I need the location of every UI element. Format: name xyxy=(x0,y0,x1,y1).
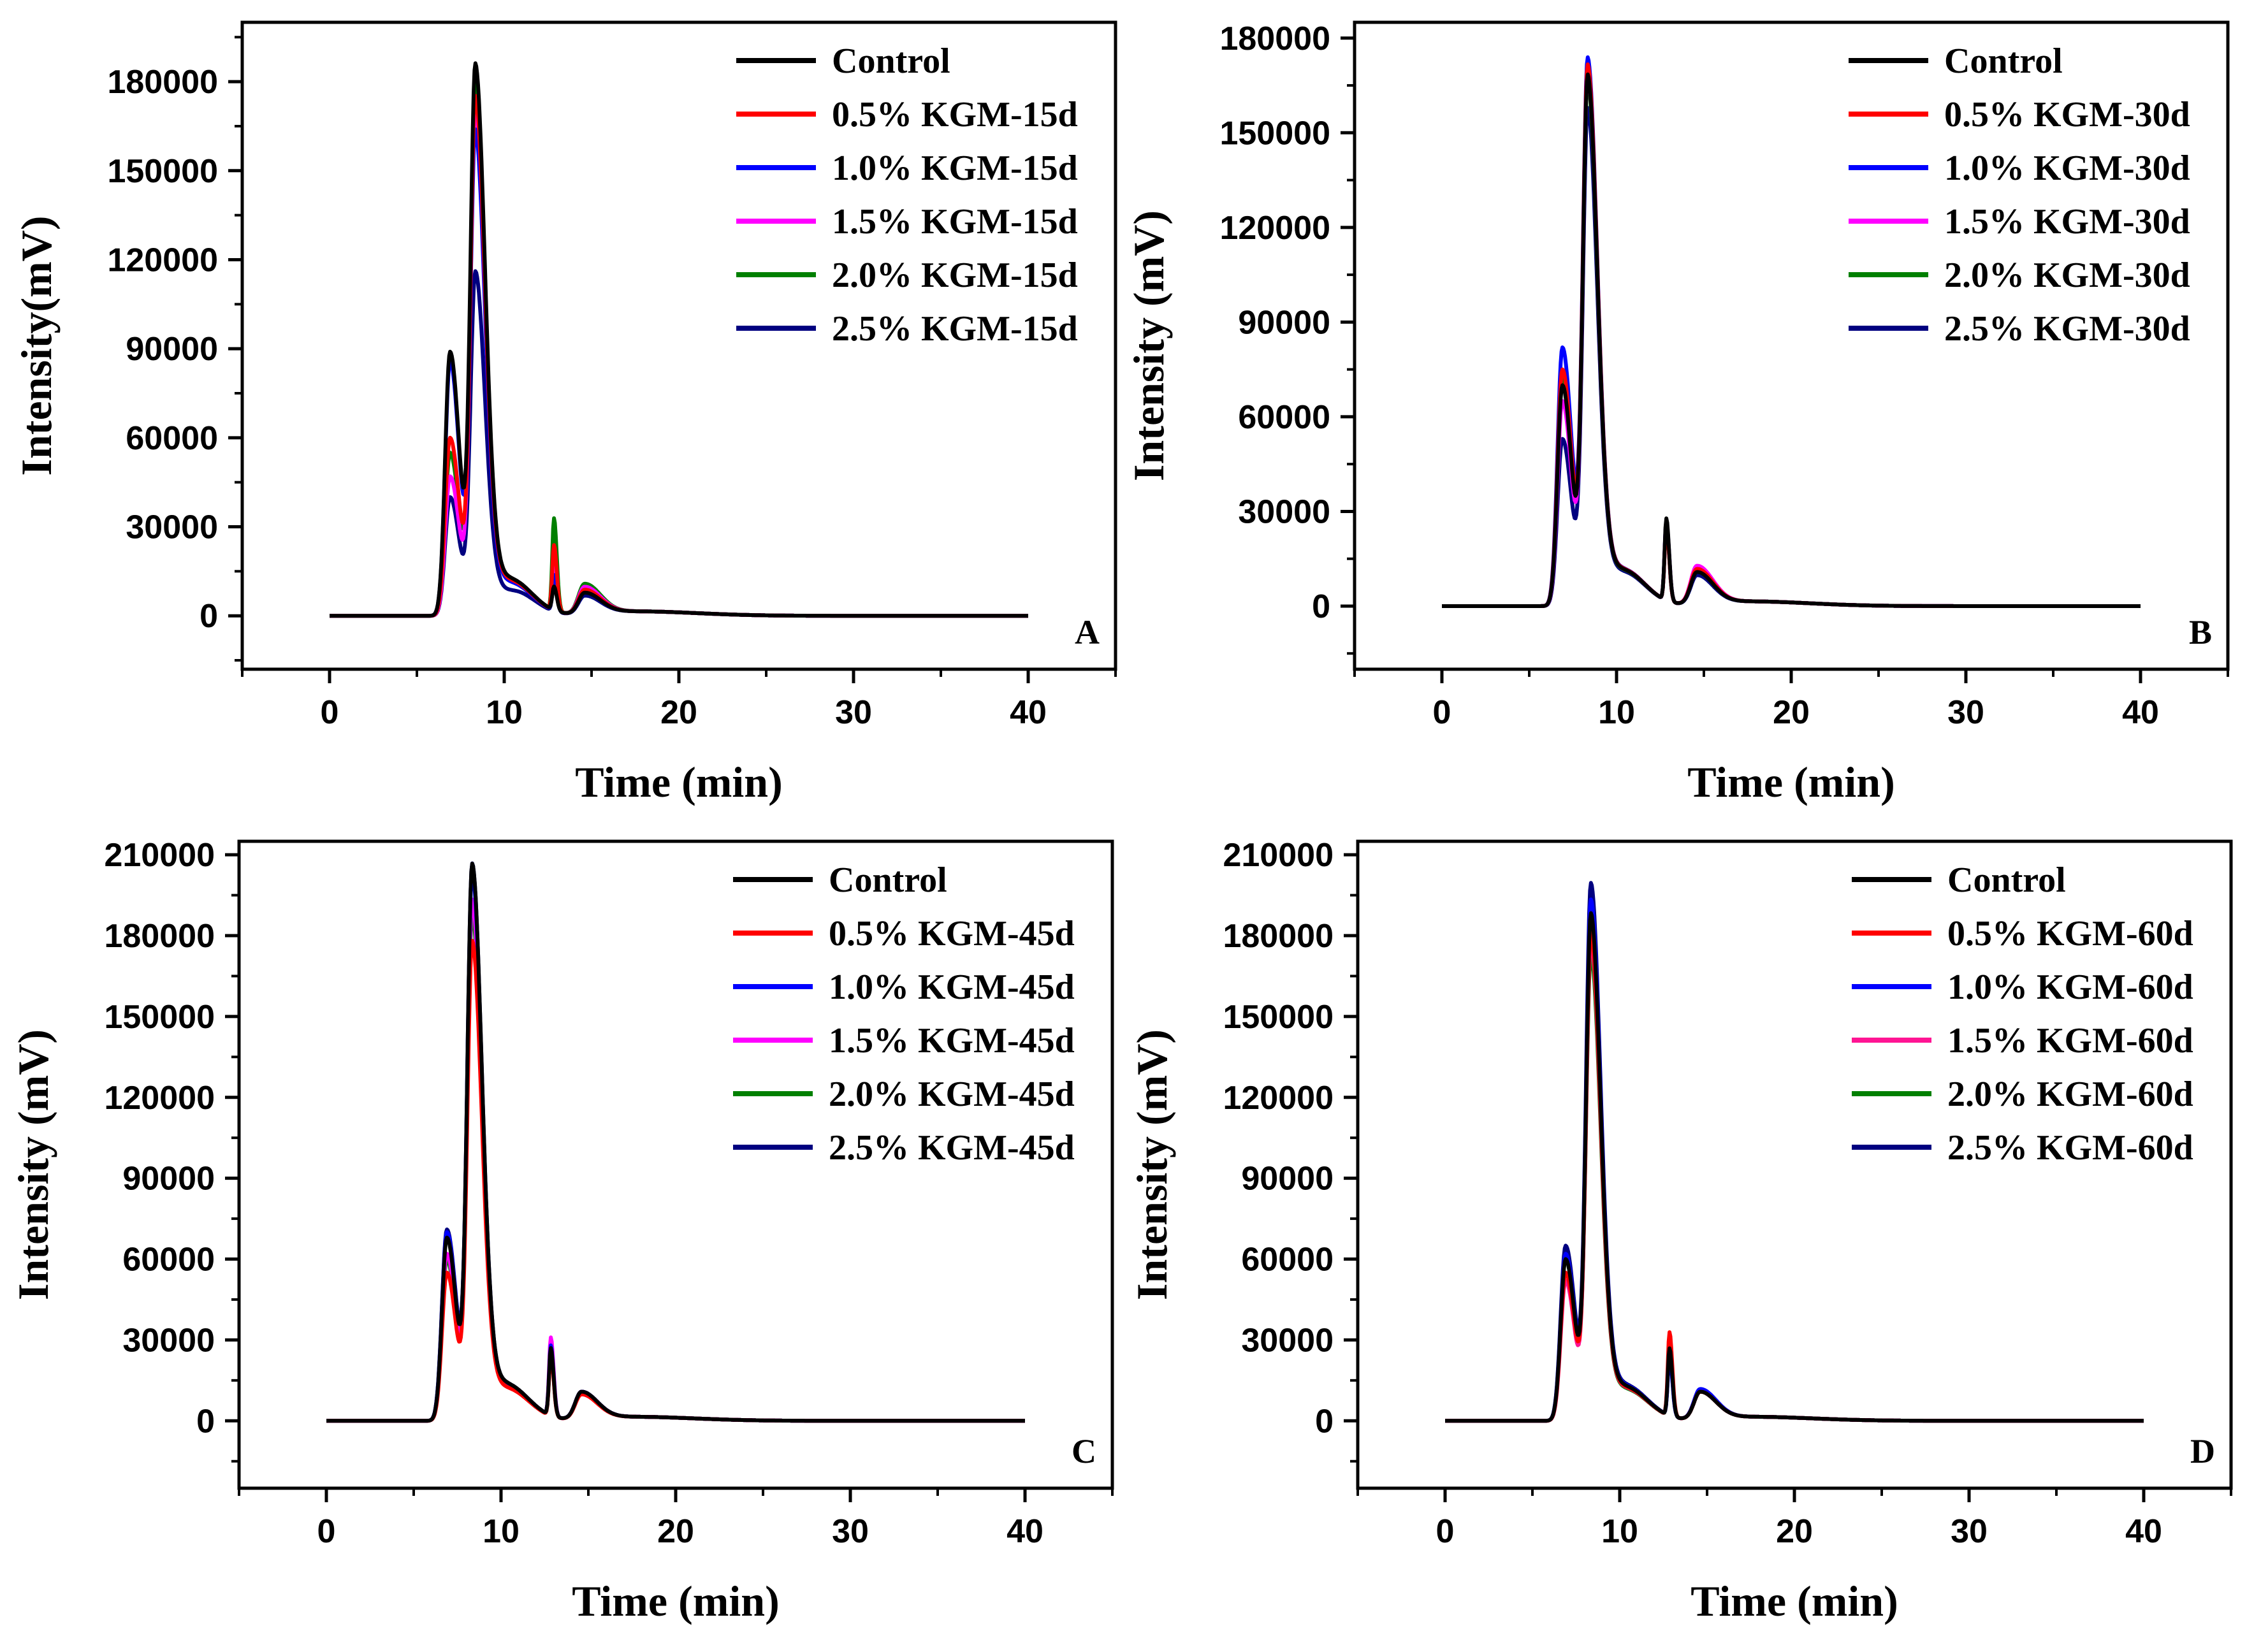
y-tick-label: 150000 xyxy=(104,999,215,1036)
legend-label: 2.0% KGM-30d xyxy=(1944,256,2190,295)
x-tick-label: 30 xyxy=(1947,694,1984,731)
x-tick-label: 40 xyxy=(1007,1513,1043,1550)
series-line xyxy=(328,61,1029,618)
legend-label: 1.5% KGM-30d xyxy=(1944,202,2190,242)
y-axis-title: Intensity(mV) xyxy=(12,216,61,476)
y-tick-label: 180000 xyxy=(107,64,218,101)
y-tick-label: 60000 xyxy=(122,1242,215,1279)
legend-label: 1.5% KGM-45d xyxy=(829,1021,1075,1061)
y-tick-label: 90000 xyxy=(1241,1161,1334,1198)
y-tick-label: 150000 xyxy=(107,153,218,190)
x-tick-label: 40 xyxy=(1010,694,1047,731)
y-tick-label: 90000 xyxy=(126,331,218,368)
legend-label: 0.5% KGM-60d xyxy=(1947,914,2193,953)
y-axis-title: Intensity (mV) xyxy=(1128,1029,1176,1300)
series-line xyxy=(1444,911,2145,1423)
y-tick-label: 30000 xyxy=(1241,1322,1334,1359)
y-tick-label: 120000 xyxy=(104,1080,215,1117)
y-tick-label: 90000 xyxy=(1238,304,1330,341)
x-tick-label: 10 xyxy=(483,1513,520,1550)
chart-panel-b: 0 10 20 30 40 0 30000 60000 90000 120000 150000 180… xyxy=(1124,20,2230,806)
y-tick-label: 120000 xyxy=(1223,1080,1334,1117)
x-tick-label: 10 xyxy=(486,694,523,731)
x-tick-label: 40 xyxy=(2122,694,2159,731)
legend-label: 1.5% KGM-15d xyxy=(832,202,1078,242)
x-tick-label: 20 xyxy=(1776,1513,1813,1550)
y-tick-label: 60000 xyxy=(1241,1242,1334,1279)
y-tick-label: 30000 xyxy=(126,509,218,546)
y-tick-label: 0 xyxy=(1315,1403,1334,1440)
y-tick-label: 120000 xyxy=(1219,210,1330,247)
legend-label: 2.5% KGM-15d xyxy=(832,309,1078,349)
y-tick-label: 150000 xyxy=(1219,115,1330,152)
legend-label: 2.5% KGM-30d xyxy=(1944,309,2190,349)
y-tick-label: 210000 xyxy=(104,837,215,874)
legend-label: Control xyxy=(832,41,950,81)
legend-label: 2.0% KGM-45d xyxy=(829,1075,1075,1114)
y-tick-label: 60000 xyxy=(1238,399,1330,436)
panel-label: B xyxy=(2189,613,2212,651)
legend-label: 1.5% KGM-60d xyxy=(1947,1021,2193,1061)
y-tick-label: 60000 xyxy=(126,420,218,457)
y-tick-label: 180000 xyxy=(1223,918,1334,955)
x-axis-title: Time (min) xyxy=(575,758,783,806)
y-tick-label: 30000 xyxy=(122,1322,215,1359)
x-tick-label: 40 xyxy=(2125,1513,2162,1550)
legend-label: Control xyxy=(829,860,947,900)
legend-label: 0.5% KGM-30d xyxy=(1944,95,2190,134)
x-tick-label: 0 xyxy=(317,1513,336,1550)
x-tick-label: 0 xyxy=(321,694,339,731)
chart-panel-a: 0 10 20 30 40 0 30000 60000 90000 120000 150000 180… xyxy=(12,20,1117,806)
y-axis-title: Intensity (mV) xyxy=(1124,210,1173,481)
y-tick-label: 180000 xyxy=(104,918,215,955)
y-tick-label: 0 xyxy=(1312,588,1330,625)
x-tick-label: 10 xyxy=(1598,694,1635,731)
legend-label: 1.0% KGM-45d xyxy=(829,967,1075,1007)
chart-panel-c: 0 10 20 30 40 0 30000 60000 90000 120000 150000 180… xyxy=(9,837,1114,1625)
x-tick-label: 20 xyxy=(657,1513,694,1550)
x-tick-label: 20 xyxy=(1773,694,1810,731)
y-tick-label: 180000 xyxy=(1219,20,1330,57)
legend-label: 2.5% KGM-45d xyxy=(829,1128,1075,1168)
series-line xyxy=(325,862,1026,1423)
x-axis-title: Time (min) xyxy=(1687,758,1895,806)
legend-label: Control xyxy=(1944,41,2063,81)
panel-label: C xyxy=(1072,1432,1096,1470)
legend-label: 2.5% KGM-60d xyxy=(1947,1128,2193,1168)
series-line xyxy=(1441,72,2142,608)
series-line xyxy=(325,939,1026,1423)
panel-label: D xyxy=(2190,1432,2215,1470)
y-tick-label: 0 xyxy=(196,1403,215,1440)
legend-label: 1.0% KGM-15d xyxy=(832,149,1078,188)
x-axis-title: Time (min) xyxy=(572,1577,780,1625)
y-tick-label: 210000 xyxy=(1223,837,1334,874)
x-tick-label: 0 xyxy=(1436,1513,1455,1550)
legend-label: Control xyxy=(1947,860,2066,900)
chart-panel-d: 0 10 20 30 40 0 30000 60000 90000 120000 150000 180… xyxy=(1128,837,2233,1625)
y-tick-label: 90000 xyxy=(122,1161,215,1198)
x-tick-label: 30 xyxy=(835,694,872,731)
x-tick-label: 0 xyxy=(1433,694,1451,731)
y-axis-title: Intensity (mV) xyxy=(9,1029,57,1300)
x-tick-label: 10 xyxy=(1601,1513,1638,1550)
legend-label: 1.0% KGM-30d xyxy=(1944,149,2190,188)
panel-label: A xyxy=(1075,613,1100,651)
x-tick-label: 20 xyxy=(660,694,697,731)
legend-label: 2.0% KGM-60d xyxy=(1947,1075,2193,1114)
y-tick-label: 120000 xyxy=(107,242,218,279)
series-line xyxy=(1444,939,2145,1423)
x-axis-title: Time (min) xyxy=(1690,1577,1898,1625)
legend-label: 1.0% KGM-60d xyxy=(1947,967,2193,1007)
legend-label: 0.5% KGM-15d xyxy=(832,95,1078,134)
x-tick-label: 30 xyxy=(832,1513,869,1550)
legend-label: 2.0% KGM-15d xyxy=(832,256,1078,295)
y-tick-label: 30000 xyxy=(1238,493,1330,530)
y-tick-label: 150000 xyxy=(1223,999,1334,1036)
y-tick-label: 0 xyxy=(200,598,218,635)
legend-label: 0.5% KGM-45d xyxy=(829,914,1075,953)
x-tick-label: 30 xyxy=(1951,1513,1988,1550)
